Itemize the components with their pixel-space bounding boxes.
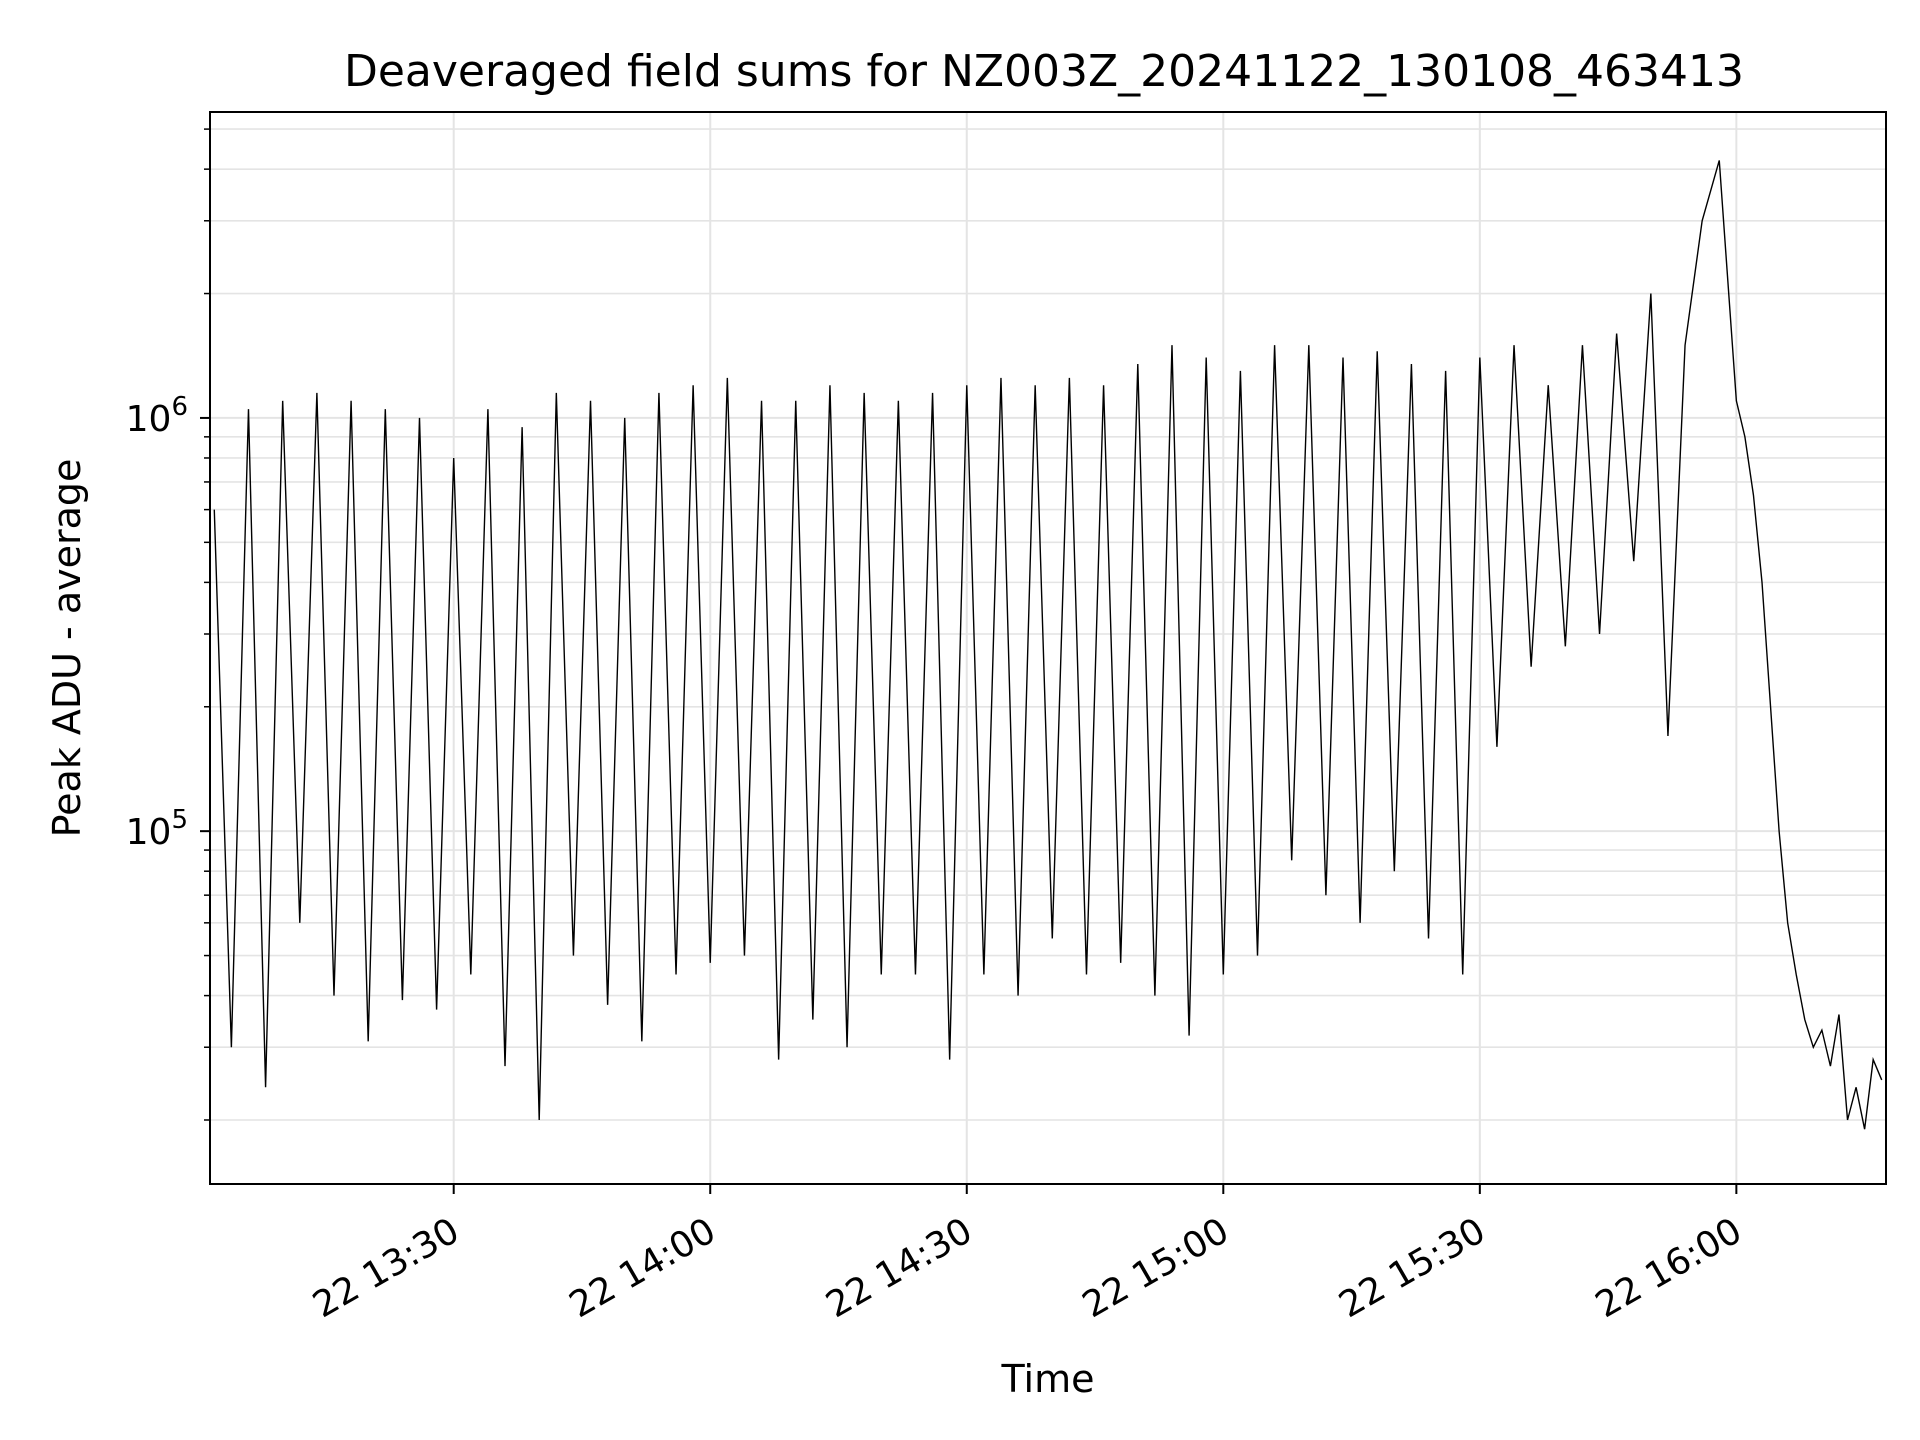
chart-title: Deaveraged field sums for NZ003Z_2024112…: [344, 46, 1744, 97]
y-axis-label: Peak ADU - average: [45, 459, 89, 838]
series-group: [213, 160, 1883, 1130]
series-line: [213, 160, 1883, 1130]
x-axis-label: Time: [1001, 1357, 1095, 1401]
plot-frame: [209, 111, 1887, 1185]
grid: [210, 112, 1886, 1184]
y-tick-label: 106: [126, 392, 188, 440]
y-tick-label: 105: [126, 805, 188, 853]
